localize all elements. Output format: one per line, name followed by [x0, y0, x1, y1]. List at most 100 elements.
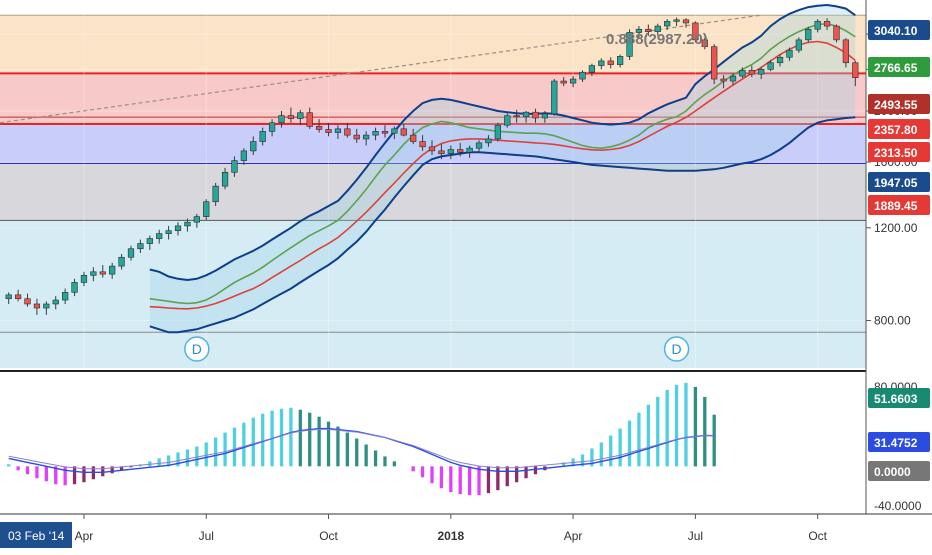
osc-tag: [868, 461, 930, 481]
candle-body: [165, 230, 172, 234]
candle-body: [372, 131, 379, 136]
candle-body: [748, 69, 755, 75]
osc-tag: [868, 432, 930, 452]
candle: [325, 122, 332, 137]
candle: [174, 222, 182, 236]
candle: [118, 254, 125, 270]
candle-body: [776, 56, 784, 64]
candle: [90, 267, 97, 282]
candle: [184, 218, 191, 232]
candle-body: [795, 39, 802, 51]
candle-body: [617, 56, 624, 65]
candle: [673, 17, 680, 27]
candle-body: [541, 113, 549, 119]
fib-annotation: 0.888(2987.20): [606, 31, 708, 48]
candle: [353, 128, 360, 143]
candle-body: [852, 62, 859, 78]
candle: [71, 278, 78, 297]
price-tag-label: 2313.50: [874, 146, 918, 160]
candle: [306, 107, 313, 129]
price-tag-label: 1889.45: [874, 199, 918, 213]
pane-separator: [0, 370, 932, 372]
x-tick-label: Apr: [564, 529, 583, 543]
candle-body: [156, 233, 163, 239]
candle: [363, 131, 370, 146]
price-grid: [0, 33, 866, 322]
zone-band: [0, 220, 866, 368]
candles[interactable]: [5, 17, 859, 315]
candle-body: [90, 271, 97, 276]
candle-body: [466, 147, 473, 153]
candle: [588, 63, 596, 77]
price-tag: [868, 172, 930, 192]
candle-body: [588, 65, 596, 73]
fib-trendline: [0, 14, 761, 124]
candle-body: [174, 225, 182, 231]
candle-body: [62, 292, 69, 301]
x-tick-label: 2018: [437, 529, 464, 543]
bollinger-fill: [149, 4, 856, 333]
candle: [541, 111, 549, 123]
candle: [62, 288, 69, 304]
candle-body: [664, 21, 671, 27]
candle-body: [513, 115, 520, 118]
candle: [805, 26, 812, 43]
candle: [259, 127, 266, 146]
candle-body: [701, 39, 708, 47]
candle-body: [80, 274, 88, 283]
candle-body: [43, 303, 50, 309]
candle-body: [221, 171, 229, 187]
candle: [654, 23, 661, 36]
candle: [457, 142, 464, 157]
candle-body: [551, 80, 558, 115]
candle: [372, 127, 379, 141]
candle: [776, 54, 784, 67]
candle-body: [720, 78, 727, 82]
candle: [344, 122, 351, 138]
candle: [607, 57, 614, 69]
candle: [720, 75, 727, 89]
candle-body: [287, 115, 295, 119]
candle-body: [127, 248, 135, 258]
candle: [212, 182, 219, 207]
candle: [127, 245, 135, 261]
candle: [109, 262, 116, 279]
candle: [250, 136, 257, 155]
candle: [748, 65, 755, 78]
candle-body: [5, 294, 12, 300]
candle-body: [278, 115, 285, 124]
candle-body: [325, 129, 332, 133]
candle: [617, 54, 624, 68]
candle-body: [137, 243, 144, 250]
candle-body: [14, 294, 22, 300]
candle: [692, 21, 699, 43]
candle-body: [457, 149, 464, 153]
dividend-marker: [184, 336, 210, 362]
candle: [842, 38, 850, 68]
candle-body: [842, 39, 850, 64]
candle: [287, 107, 295, 123]
candle-body: [692, 22, 699, 41]
candle: [664, 19, 671, 31]
candle-body: [522, 111, 530, 118]
osc-tag-label: 51.6603: [874, 392, 918, 406]
candle-body: [786, 49, 793, 58]
candle: [156, 229, 163, 244]
candle: [475, 140, 483, 153]
series-bb_lower: [149, 116, 856, 334]
candle: [551, 79, 558, 116]
signal-line-secondary: [8, 428, 715, 470]
candle-body: [805, 28, 812, 41]
candle: [786, 47, 793, 61]
x-cursor-label: 03 Feb '14: [0, 522, 72, 548]
candle-body: [118, 256, 125, 267]
candle-body: [729, 75, 737, 82]
candle-body: [682, 19, 690, 24]
candle: [14, 289, 22, 302]
candle-body: [410, 134, 417, 142]
candle-body: [447, 149, 454, 154]
x-tick-label: Oct: [808, 529, 827, 543]
candle: [297, 109, 304, 126]
candle: [146, 235, 153, 250]
